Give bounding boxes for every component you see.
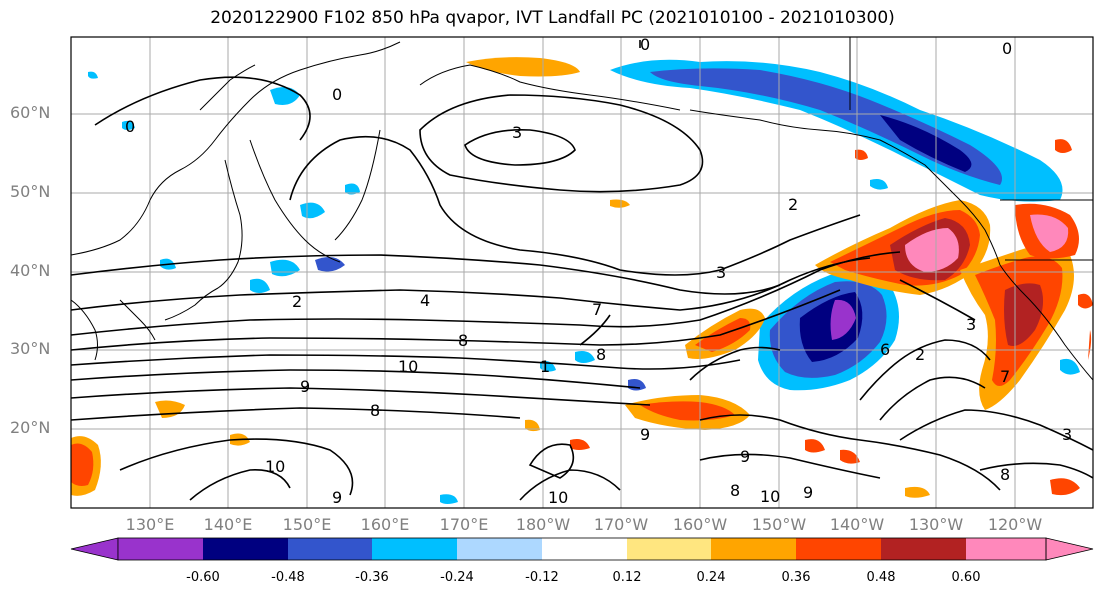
contour-label: 9 (332, 488, 342, 507)
colorbar-tick-label: 0.48 (866, 570, 896, 585)
contour-label: 10 (548, 488, 568, 507)
contour-label: 8 (458, 331, 468, 350)
contour-label: 3 (512, 123, 522, 142)
contour-label: 0 (640, 35, 650, 54)
lat-label-20n: 20°N (10, 418, 51, 437)
colorbar-tick-label: 0.12 (612, 570, 642, 585)
contour-label: 9 (640, 425, 650, 444)
lon-label: 150°W (751, 515, 807, 534)
contour-label: 4 (420, 291, 430, 310)
colorbar-tick-label: 0.24 (696, 570, 726, 585)
lat-label-30n: 30°N (10, 339, 51, 358)
colorbar-swatch (881, 538, 966, 560)
colorbar-swatch (796, 538, 881, 560)
colorbar-swatch (118, 538, 203, 560)
colorbar (70, 537, 1094, 561)
colorbar-tick-label: -0.60 (186, 570, 220, 585)
map-title: 2020122900 F102 850 hPa qvapor, IVT Land… (210, 8, 895, 28)
lon-label: 170°E (439, 515, 489, 534)
contour-label: 10 (265, 457, 285, 476)
contour-label: 7 (592, 300, 602, 319)
lon-label: 140°E (203, 515, 253, 534)
colorbar-tick-label: -0.48 (271, 570, 305, 585)
anomaly-shading (71, 57, 1093, 504)
colorbar-tick-label: -0.36 (355, 570, 389, 585)
contour-label: 8 (730, 481, 740, 500)
contour-label: 2 (292, 292, 302, 311)
contour-label: 0 (125, 117, 135, 136)
contour-label: 3 (716, 263, 726, 282)
contour-label: 9 (740, 447, 750, 466)
colorbar-tick-label: 0.36 (781, 570, 811, 585)
contour-label: 3 (1062, 425, 1072, 444)
lon-label: 130°W (908, 515, 964, 534)
colorbar-swatch (372, 538, 457, 560)
colorbar-swatch (627, 538, 711, 560)
contour-label: 1 (540, 357, 550, 376)
colorbar-max-extend (1045, 537, 1094, 561)
colorbar-swatch (203, 538, 288, 560)
contour-lines (71, 40, 1093, 501)
contour-label: 6 (880, 340, 890, 359)
contour-label: 10 (760, 487, 780, 506)
contour-label: 8 (596, 345, 606, 364)
lon-label: 130°E (125, 515, 175, 534)
colorbar-min-extend (70, 537, 119, 561)
contour-label: 0 (332, 85, 342, 104)
gridlines (71, 37, 1093, 508)
plot-area: 0 0 0 0 3 2 3 2 4 7 8 10 9 8 8 6 2 3 1 7… (71, 35, 1093, 508)
contour-label: 2 (915, 345, 925, 364)
lon-label: 160°E (360, 515, 410, 534)
lon-label: 150°E (282, 515, 332, 534)
lon-label: 170°W (593, 515, 649, 534)
colorbar-tick-label: -0.12 (525, 570, 559, 585)
coastlines (71, 37, 1093, 381)
contour-label: 8 (370, 401, 380, 420)
lon-label: 120°W (987, 515, 1043, 534)
contour-label: 3 (966, 315, 976, 334)
colorbar-swatch (457, 538, 542, 560)
colorbar-swatch (966, 538, 1046, 560)
contour-label: 2 (788, 195, 798, 214)
colorbar-tick-label: 0.60 (951, 570, 981, 585)
contour-label: 0 (1002, 39, 1012, 58)
contour-label: 8 (1000, 465, 1010, 484)
colorbar-swatch (542, 538, 627, 560)
contour-label: 7 (1000, 367, 1010, 386)
contour-label: 10 (398, 357, 418, 376)
plot-frame (70, 36, 1094, 509)
contour-label: 9 (803, 483, 813, 502)
lat-label-40n: 40°N (10, 261, 51, 280)
colorbar-tick-label: -0.24 (440, 570, 474, 585)
colorbar-swatch (711, 538, 796, 560)
lon-label: 140°W (829, 515, 885, 534)
lon-label: 180°W (515, 515, 571, 534)
lat-label-60n: 60°N (10, 103, 51, 122)
contour-label: 9 (300, 377, 310, 396)
lon-label: 160°W (672, 515, 728, 534)
lat-label-50n: 50°N (10, 182, 51, 201)
colorbar-swatch (288, 538, 372, 560)
